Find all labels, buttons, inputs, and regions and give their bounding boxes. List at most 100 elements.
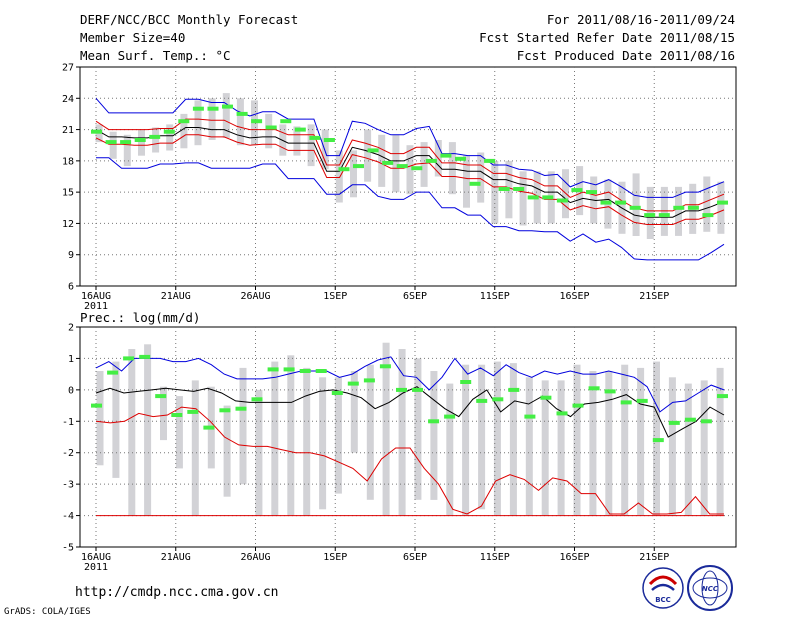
precipitation-observed-marks xyxy=(91,354,728,443)
temp-panel-title: Mean Surf. Temp.: °C xyxy=(80,48,231,63)
prec-spread-box xyxy=(700,380,708,516)
temp-observed-mark xyxy=(396,164,408,169)
prec-y-tick-label: -1 xyxy=(62,417,74,428)
prec-spread-box xyxy=(128,349,136,516)
prec-x-tick-year: 2011 xyxy=(84,562,108,573)
prec-spread-box xyxy=(223,405,231,497)
precipitation-spread-boxes xyxy=(96,342,724,516)
temp-x-tick-label: 21AUG xyxy=(161,291,191,302)
prec-observed-mark xyxy=(460,380,472,384)
ncc-logo-meridian xyxy=(701,570,719,606)
prec-observed-mark xyxy=(620,400,632,405)
prec-series-max xyxy=(95,356,725,413)
prec-observed-mark xyxy=(91,403,102,408)
temp-x-tick-label: 26AUG xyxy=(240,291,270,302)
temp-y-tick-label: 24 xyxy=(62,94,74,105)
temp-spread-box xyxy=(321,129,329,170)
temp-observed-mark xyxy=(629,205,641,210)
prec-spread-box xyxy=(462,364,470,516)
prec-spread-box xyxy=(160,386,167,441)
temp-spread-box xyxy=(222,93,230,138)
prec-observed-mark xyxy=(267,367,279,372)
prec-observed-mark xyxy=(636,398,648,403)
prec-observed-mark xyxy=(331,391,343,395)
prec-observed-mark xyxy=(412,387,423,392)
temp-spread-box xyxy=(392,134,400,193)
temp-spread-box xyxy=(236,98,244,146)
prec-spread-box xyxy=(589,371,597,516)
source-url[interactable]: http://cmdp.ncc.cma.gov.cn xyxy=(75,585,279,600)
prec-x-tick-label: 11SEP xyxy=(480,552,510,563)
bcc-logo-text: BCC xyxy=(655,596,671,604)
temp-spread-box xyxy=(477,152,485,203)
temp-observed-mark xyxy=(294,127,306,132)
prec-x-tick-label: 16AUG xyxy=(81,552,111,563)
temp-observed-mark xyxy=(513,187,525,191)
temp-series-lower xyxy=(95,134,725,225)
temperature-lines xyxy=(95,97,725,261)
prec-observed-mark xyxy=(476,398,488,403)
temp-spread-box xyxy=(519,171,527,226)
prec-spread-box xyxy=(414,358,422,500)
prec-x-tick-label: 21SEP xyxy=(639,552,669,563)
temp-spread-box xyxy=(152,127,160,153)
temp-observed-mark xyxy=(207,106,219,111)
prec-observed-mark xyxy=(652,438,664,443)
prec-observed-mark xyxy=(315,369,327,373)
member-size: Member Size=40 xyxy=(80,30,185,45)
temp-y-tick-label: 12 xyxy=(62,219,74,230)
prec-spread-box xyxy=(716,367,724,516)
temp-spread-box xyxy=(717,181,725,234)
prec-spread-box xyxy=(96,371,104,466)
prec-observed-mark xyxy=(203,425,215,430)
temp-spread-box xyxy=(123,134,131,167)
temp-observed-mark xyxy=(586,190,597,195)
temp-observed-mark xyxy=(309,135,321,140)
prec-spread-box xyxy=(319,377,327,510)
temp-y-tick-label: 18 xyxy=(62,156,74,167)
prec-spread-box xyxy=(525,377,533,516)
precipitation-y-axis: -5 -4 -3 -2 -1 0 1 2 xyxy=(62,323,80,554)
temp-spread-box xyxy=(265,113,273,149)
prec-x-tick-label: 21AUG xyxy=(161,552,191,563)
prec-spread-box xyxy=(605,371,613,516)
temp-spread-box xyxy=(138,129,145,156)
temp-observed-mark xyxy=(265,125,277,130)
prec-observed-mark xyxy=(668,420,680,425)
prec-spread-box xyxy=(191,380,199,516)
temp-observed-mark xyxy=(484,158,496,163)
temp-x-tick-label: 16SEP xyxy=(559,291,589,302)
temp-observed-mark xyxy=(134,138,146,142)
prec-spread-box xyxy=(637,367,645,516)
temp-observed-mark xyxy=(440,153,452,158)
prec-observed-mark xyxy=(717,394,728,399)
temp-spread-box xyxy=(703,176,711,232)
prec-spread-box xyxy=(668,377,676,516)
temp-observed-mark xyxy=(251,119,263,124)
temp-observed-mark xyxy=(411,166,423,171)
prec-observed-mark xyxy=(155,394,167,399)
prec-y-tick-label: -4 xyxy=(62,511,74,522)
prec-spread-box xyxy=(398,349,406,516)
temp-observed-mark xyxy=(353,164,364,169)
prec-observed-mark xyxy=(299,369,311,373)
prec-x-tick-label: 16SEP xyxy=(559,552,589,563)
prec-y-tick-label: -3 xyxy=(62,480,74,491)
temp-series-upper xyxy=(95,118,725,212)
precipitation-plot-frame xyxy=(79,326,737,548)
temp-observed-mark xyxy=(527,195,539,200)
temp-x-tick-year: 2011 xyxy=(84,301,108,312)
prec-spread-box xyxy=(303,367,311,516)
temp-observed-mark xyxy=(425,158,437,163)
temp-spread-box xyxy=(109,131,117,159)
temp-series-max xyxy=(95,97,725,198)
precipitation-lines xyxy=(95,356,725,517)
prec-spread-box xyxy=(446,383,454,516)
temp-observed-mark xyxy=(149,134,161,139)
ncc-logo-globe xyxy=(692,577,728,599)
grads-credit: GrADS: COLA/IGES xyxy=(4,607,91,617)
temp-observed-mark xyxy=(367,148,379,153)
